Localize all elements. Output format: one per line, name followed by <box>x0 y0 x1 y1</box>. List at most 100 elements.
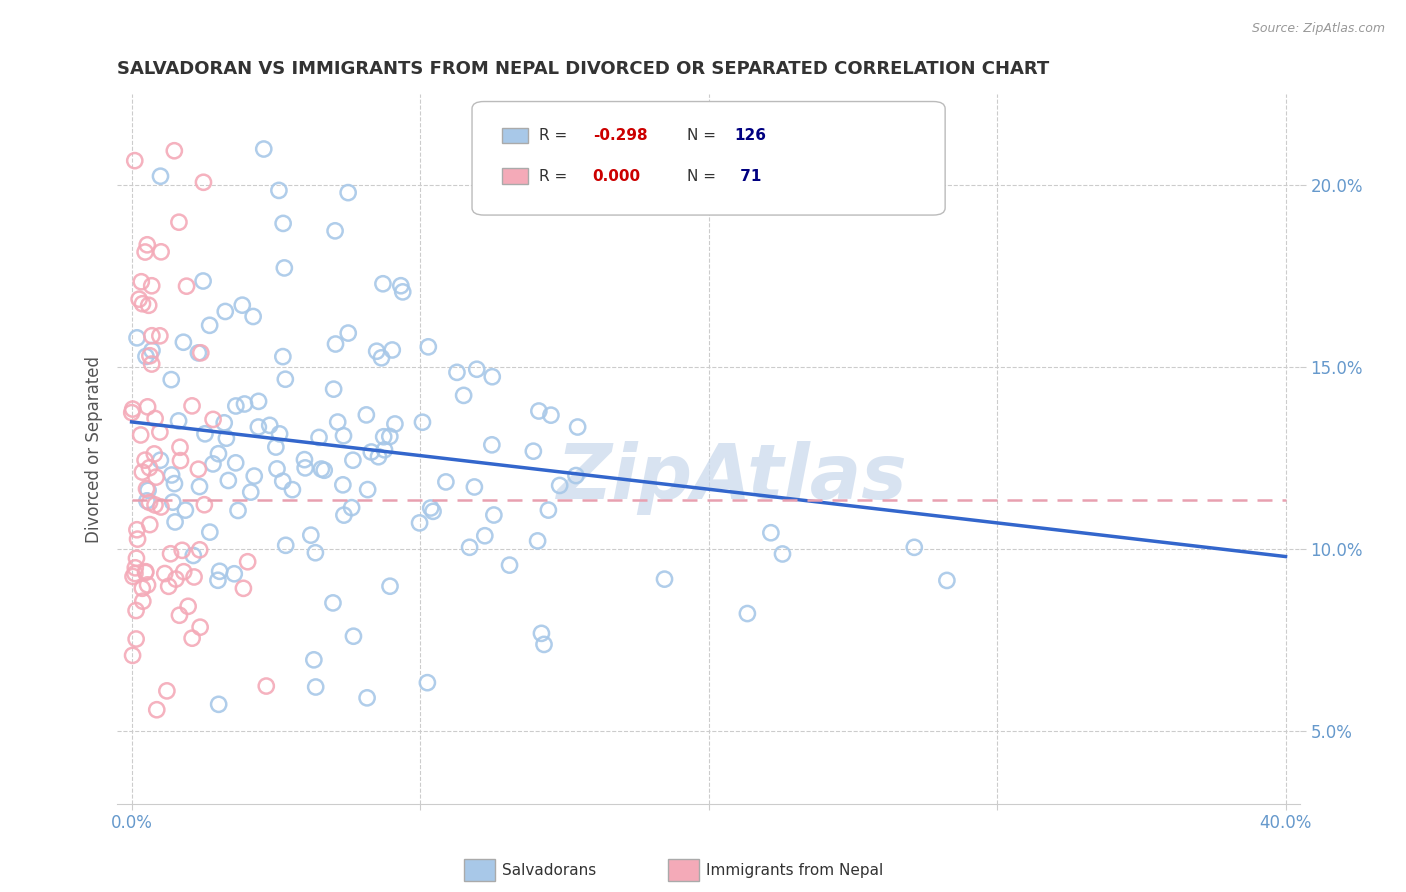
Point <box>271 216 294 230</box>
Point <box>181 631 204 645</box>
Point <box>273 260 295 275</box>
Point <box>143 411 166 425</box>
Point <box>156 684 179 698</box>
Text: ZipAtlas: ZipAtlas <box>557 441 908 515</box>
Point <box>215 431 238 445</box>
Point <box>136 483 159 498</box>
Point <box>181 549 204 563</box>
Point <box>371 277 394 291</box>
Point <box>337 186 360 200</box>
Point <box>225 456 247 470</box>
Point <box>481 438 503 452</box>
Point <box>150 244 173 259</box>
Point <box>146 703 169 717</box>
Point <box>167 215 190 229</box>
Point <box>141 328 163 343</box>
Text: -0.298: -0.298 <box>593 128 647 143</box>
Point <box>391 285 413 299</box>
Point <box>121 648 143 663</box>
Text: N =: N = <box>688 128 721 143</box>
Point <box>141 278 163 293</box>
Point <box>121 406 143 420</box>
Point <box>271 474 294 488</box>
Point <box>264 440 287 454</box>
Point <box>565 468 588 483</box>
Point <box>772 547 794 561</box>
Point <box>274 372 297 386</box>
Point <box>903 541 925 555</box>
Point <box>418 340 440 354</box>
Point <box>533 637 555 651</box>
Point <box>128 292 150 306</box>
Point <box>207 574 229 588</box>
Point <box>381 343 404 357</box>
Point <box>127 532 149 546</box>
Text: R =: R = <box>540 169 572 184</box>
Point <box>141 357 163 371</box>
Point <box>169 453 191 467</box>
Point <box>935 574 957 588</box>
Point <box>135 566 157 580</box>
Point <box>153 566 176 581</box>
Point <box>198 525 221 540</box>
Point <box>481 369 503 384</box>
Point <box>247 394 270 409</box>
Point <box>337 326 360 340</box>
Point <box>188 479 211 493</box>
Point <box>208 564 231 578</box>
Point <box>453 388 475 402</box>
Point <box>342 453 364 467</box>
Point <box>214 304 236 318</box>
Point <box>224 566 246 581</box>
Point <box>124 566 146 581</box>
Point <box>143 447 166 461</box>
Point <box>323 224 346 238</box>
Point <box>242 310 264 324</box>
Point <box>232 582 254 596</box>
Point <box>294 461 316 475</box>
Point <box>173 565 195 579</box>
Point <box>314 463 336 477</box>
Y-axis label: Divorced or Separated: Divorced or Separated <box>86 356 103 542</box>
Point <box>294 452 316 467</box>
Point <box>548 478 571 492</box>
Point <box>138 298 160 312</box>
Point <box>124 561 146 575</box>
Point <box>169 440 191 454</box>
Point <box>274 538 297 552</box>
Point <box>233 397 256 411</box>
Point <box>340 500 363 515</box>
Point <box>135 494 157 508</box>
Point <box>202 412 225 426</box>
Point <box>136 578 159 592</box>
Point <box>654 572 676 586</box>
Point <box>165 572 187 586</box>
Point <box>253 142 276 156</box>
Point <box>149 425 172 439</box>
Point <box>367 450 389 464</box>
Point <box>378 429 401 443</box>
Point <box>302 653 325 667</box>
Point <box>194 426 217 441</box>
Point <box>322 596 344 610</box>
Point <box>498 558 520 573</box>
Point <box>366 344 388 359</box>
Point <box>160 467 183 482</box>
Point <box>149 328 172 343</box>
Text: 0.000: 0.000 <box>593 169 641 184</box>
Point <box>540 408 562 422</box>
Point <box>342 629 364 643</box>
FancyBboxPatch shape <box>502 169 527 184</box>
Point <box>434 475 457 489</box>
Point <box>356 690 378 705</box>
Point <box>267 183 290 197</box>
Point <box>125 523 148 537</box>
Point <box>322 382 344 396</box>
Point <box>266 462 288 476</box>
Point <box>332 428 354 442</box>
Point <box>131 297 153 311</box>
Point <box>326 415 349 429</box>
Text: R =: R = <box>540 128 572 143</box>
Point <box>332 478 354 492</box>
Point <box>172 543 194 558</box>
